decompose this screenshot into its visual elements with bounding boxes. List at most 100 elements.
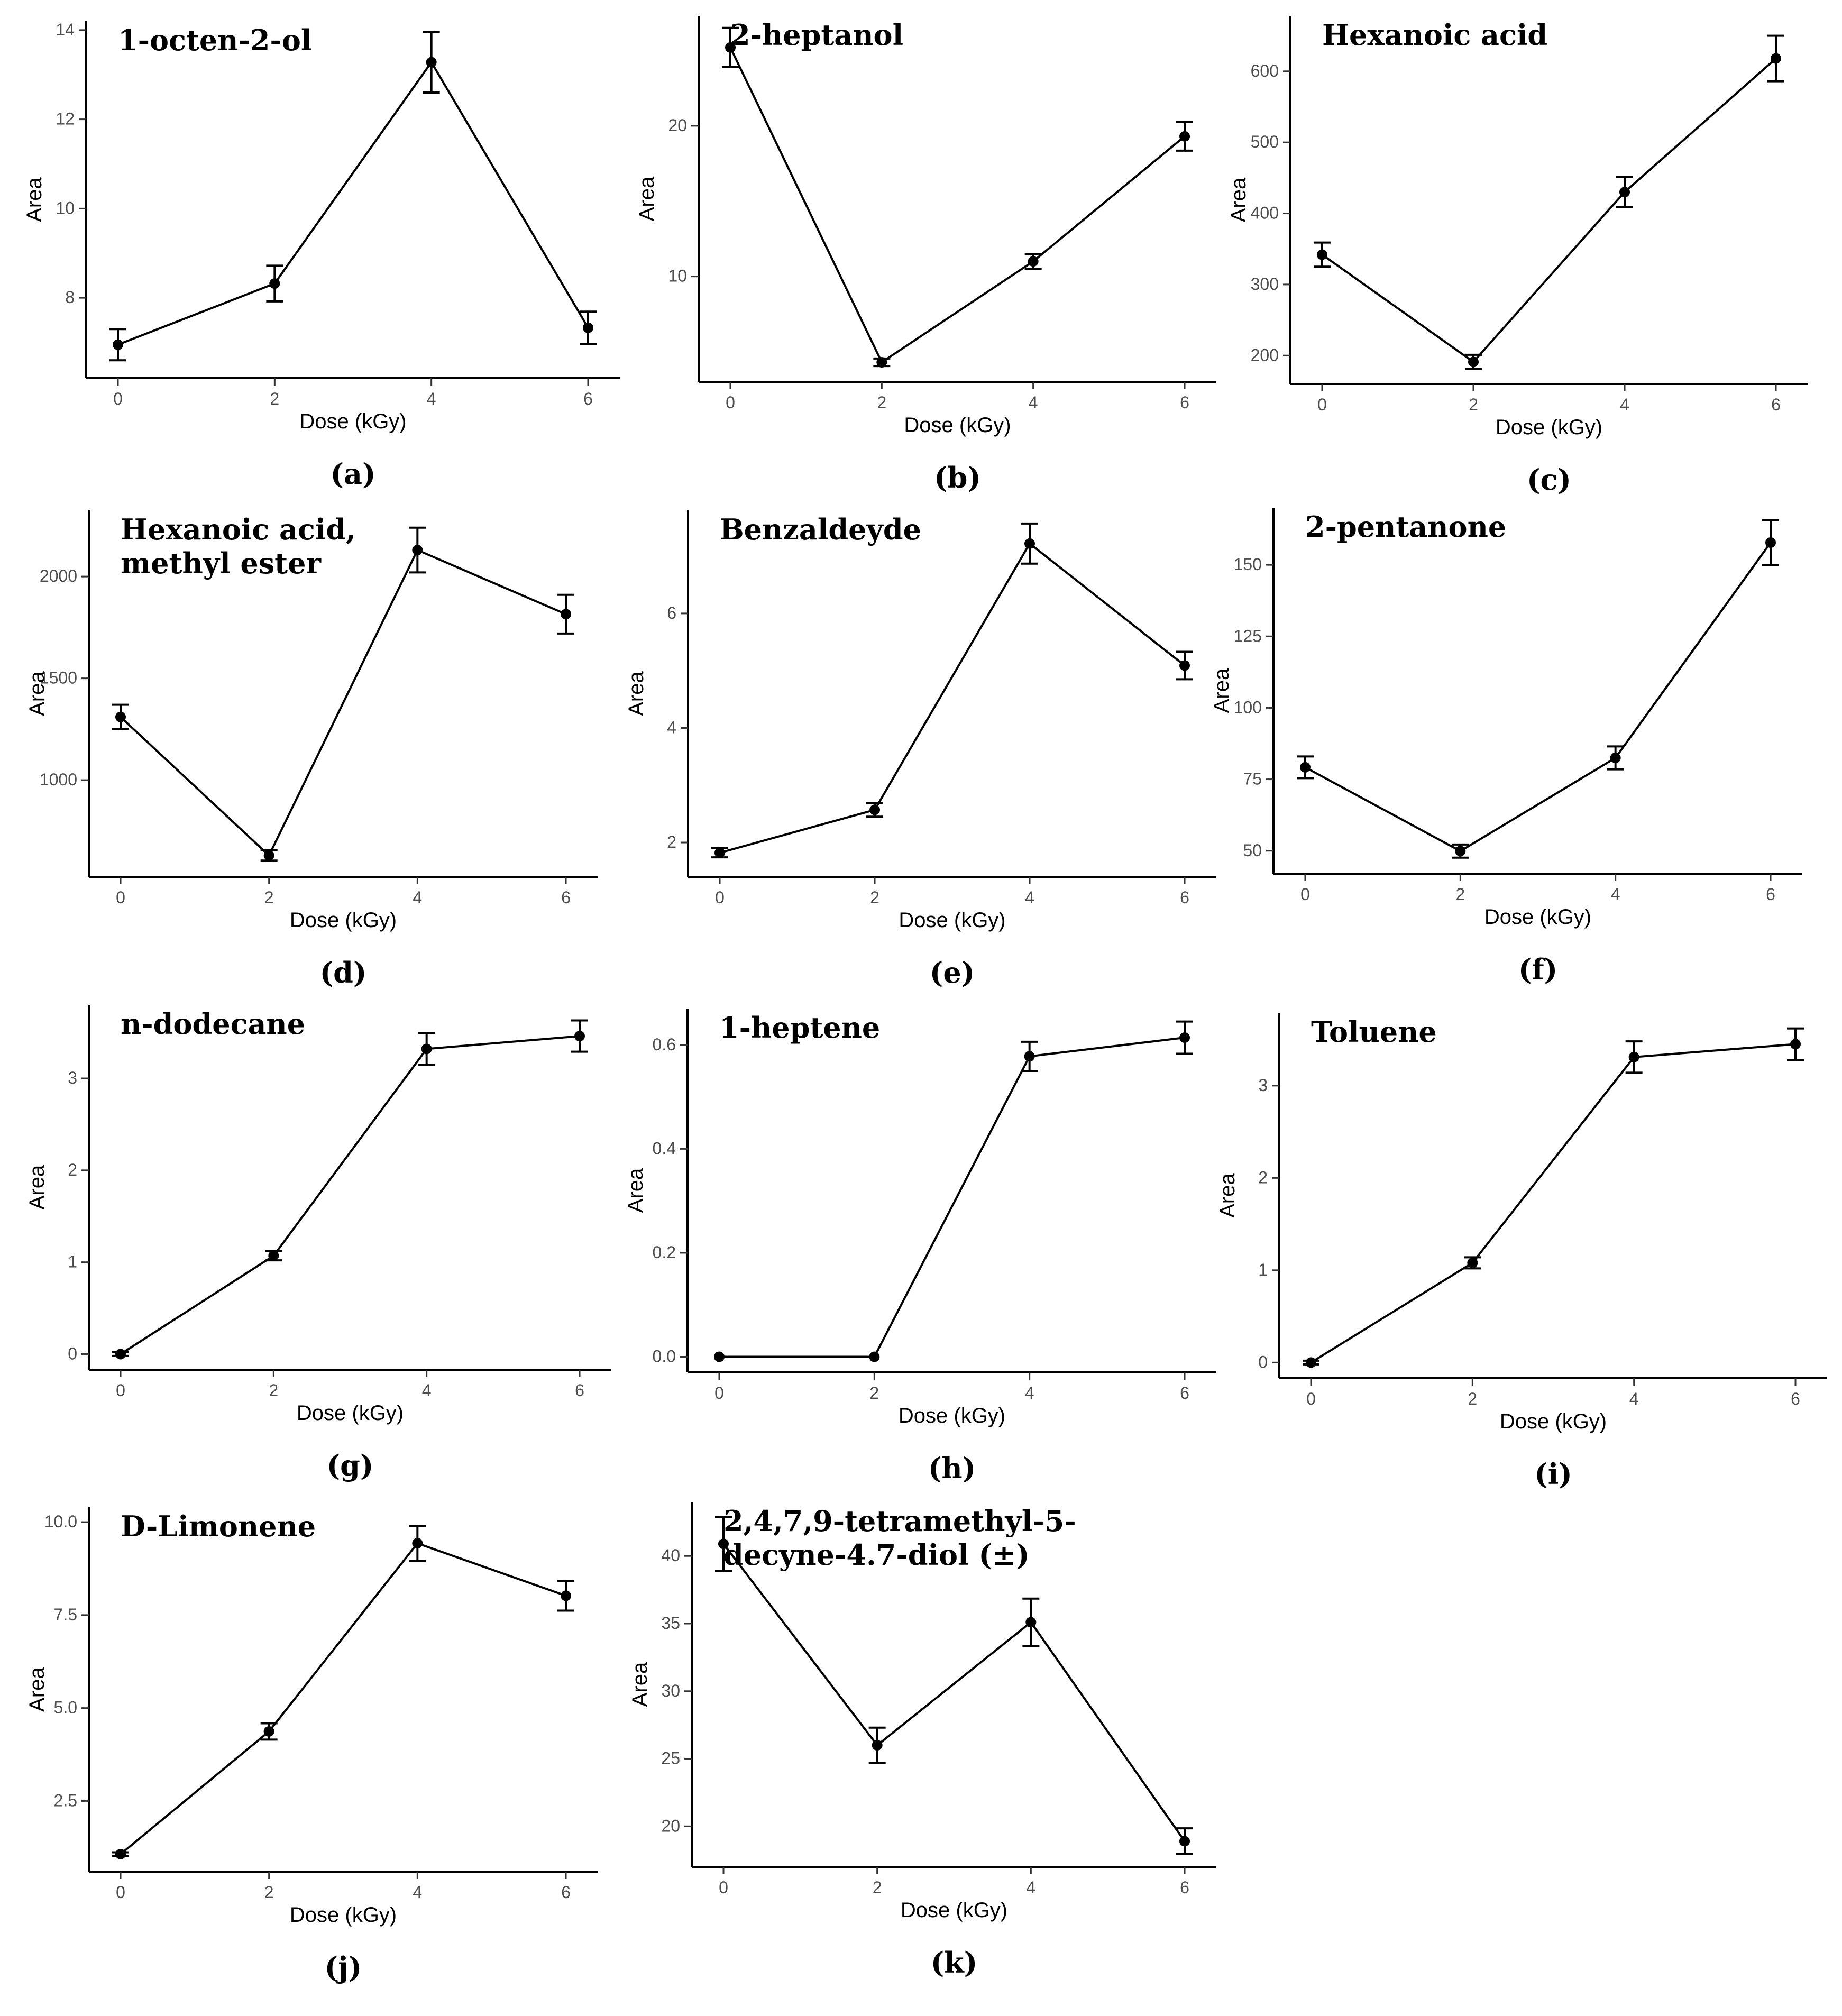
y-tick-label: 1000 [40,770,77,789]
data-point [1179,660,1190,671]
panel-title: 1-heptene [719,1011,880,1044]
y-axis-title: Area [635,176,658,221]
x-tick-label: 4 [1611,885,1620,904]
x-tick-label: 0 [116,888,125,907]
x-tick-label: 4 [422,1381,432,1400]
y-tick-label: 125 [1234,626,1262,645]
y-axis-title: Area [25,1165,49,1209]
x-tick-label: 6 [1771,395,1781,414]
panel-title: Hexanoic acid [1322,18,1547,52]
y-axis-title: Area [23,177,46,222]
x-tick-label: 4 [1620,395,1629,414]
panel-title: 1-octen-2-ol [118,23,311,57]
x-tick-label: 6 [575,1381,584,1400]
data-point [714,847,725,858]
y-axis-title: Area [25,671,49,716]
x-axis-title: Dose (kGy) [297,1401,404,1425]
chart-panel-c: 200 300 400 500 600 0 2 4 6 Dose (kGy) Area Hexanoi… [1227,16,1808,497]
y-tick-label: 400 [1251,204,1279,223]
x-tick-label: 6 [561,1883,571,1902]
chart-panel-d: 1000 1500 2000 0 2 4 6 Dose (kGy) Area Hexanoic a… [25,510,598,989]
x-tick-label: 6 [1791,1389,1800,1408]
x-tick-label: 0 [116,1883,125,1902]
series-line [1310,1043,1796,1364]
x-tick-label: 6 [583,389,593,408]
series-line [120,1542,566,1855]
x-tick-label: 0 [719,1878,728,1897]
chart-panel-i: 0 1 2 3 0 2 4 6 Dose (kGy) Area Toluene (i) [1216,1013,1827,1491]
x-tick-label: 6 [1180,888,1189,907]
y-tick-label: 14 [56,20,75,39]
x-axis-title: Dose (kGy) [1496,416,1602,439]
data-point [1628,1051,1639,1062]
data-point [574,1031,585,1042]
data-point [869,804,880,815]
data-point [1610,753,1621,764]
x-tick-label: 2 [873,1878,882,1897]
y-tick-label: 0.2 [653,1243,676,1262]
data-point [115,711,126,722]
y-tick-label: 0 [68,1344,77,1363]
x-axis-title: Dose (kGy) [290,909,397,932]
y-tick-label: 50 [1243,841,1262,860]
y-tick-label: 0.4 [653,1139,676,1158]
x-axis-title: Dose (kGy) [290,1903,397,1927]
data-point [1467,1257,1478,1268]
data-point [1317,249,1327,260]
x-tick-label: 0 [726,393,735,412]
y-tick-label: 2 [667,832,676,851]
y-tick-label: 200 [1251,345,1279,364]
y-tick-label: 100 [1234,698,1262,717]
panel-caption: (a) [330,457,375,491]
data-point [412,545,423,556]
y-tick-label: 1 [1258,1260,1268,1279]
y-axis-title: Area [624,1168,647,1213]
data-point [1028,256,1039,267]
x-tick-label: 4 [1029,393,1038,412]
y-tick-label: 0 [1258,1352,1268,1371]
y-tick-label: 6 [667,603,676,622]
y-tick-label: 40 [661,1546,680,1565]
y-tick-label: 3 [68,1068,77,1087]
data-point [1765,537,1776,548]
chart-panel-j: 2.5 5.0 7.5 10.0 0 2 4 6 Dose (kGy) Area D-Limonen… [25,1507,598,1984]
y-axis-title: Area [1227,177,1250,222]
x-tick-label: 2 [270,389,279,408]
x-tick-label: 4 [427,389,436,408]
x-tick-label: 2 [1455,885,1465,904]
y-tick-label: 30 [661,1681,680,1700]
panel-caption: (k) [931,1946,978,1980]
x-tick-label: 6 [561,888,571,907]
panel-title: Hexanoic acid, [121,512,356,546]
y-tick-label: 35 [661,1614,680,1633]
series-line [1305,542,1772,853]
y-tick-label: 8 [65,288,75,307]
data-point [115,1848,126,1859]
x-tick-label: 6 [1180,1878,1189,1897]
x-tick-label: 6 [1180,393,1189,412]
data-point [421,1043,432,1055]
panel-title: 2-heptanol [730,18,903,52]
data-point [583,322,593,333]
x-tick-label: 4 [413,1883,422,1902]
x-tick-label: 4 [413,888,422,907]
y-tick-label: 1 [68,1252,77,1271]
x-tick-label: 2 [869,1383,879,1403]
y-tick-label: 25 [661,1749,680,1768]
x-axis-title: Dose (kGy) [904,414,1011,437]
data-point [263,850,274,861]
data-point [725,42,736,53]
panel-title: Toluene [1311,1015,1437,1049]
y-tick-label: 4 [667,718,676,737]
panel-caption: (f) [1518,952,1557,986]
x-axis-title: Dose (kGy) [899,909,1005,932]
data-point [263,1726,274,1737]
series-line [719,1037,1185,1358]
x-tick-label: 0 [116,1381,125,1400]
series-line [120,1035,580,1355]
y-tick-label: 20 [668,116,687,135]
chart-panel-k: 20 25 30 35 40 0 2 4 6 Dose (kGy) Area 2,4,7,9-tetr… [628,1502,1216,1980]
panel-title: methyl ester [121,546,321,580]
y-axis-title: Area [628,1662,652,1707]
